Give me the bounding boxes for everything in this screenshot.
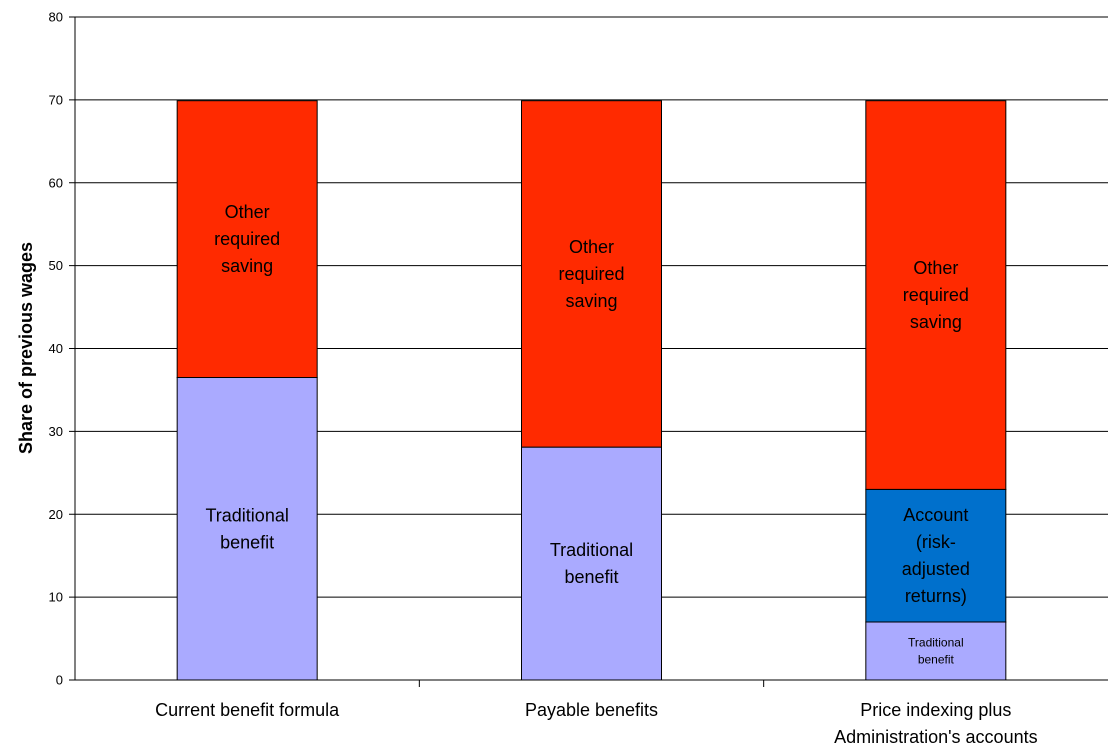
y-tick-label: 70 bbox=[49, 92, 63, 107]
segment-label-line: Traditional bbox=[550, 540, 633, 560]
segment-label-line: Other bbox=[225, 202, 270, 222]
segment-label-line: required bbox=[903, 285, 969, 305]
segment-label-line: required bbox=[558, 264, 624, 284]
bar-segment-traditional bbox=[865, 621, 1007, 681]
segment-label-line: saving bbox=[910, 312, 962, 332]
x-category-label: Price indexing plus Administration's acco… bbox=[834, 700, 1038, 747]
axes bbox=[74, 17, 1108, 687]
bar-segment-other bbox=[865, 100, 1007, 490]
y-tick-label: 10 bbox=[49, 590, 63, 605]
segment-label-line: benefit bbox=[564, 567, 618, 587]
y-tick-label: 60 bbox=[49, 175, 63, 190]
y-axis-label: Share of previous wages bbox=[16, 242, 36, 454]
segment-label: Traditional benefit bbox=[205, 505, 288, 552]
y-tick-label: 40 bbox=[49, 341, 63, 356]
x-axis-categories: Current benefit formula Payable benefits P… bbox=[155, 700, 1037, 747]
y-axis-ticks: 0 10 20 30 40 50 60 70 80 bbox=[49, 10, 75, 688]
segment-label-line: Other bbox=[913, 258, 958, 278]
x-category-label-line: Administration's accounts bbox=[834, 727, 1038, 747]
segment-label: Traditional benefit bbox=[908, 635, 964, 666]
bar-segment-other bbox=[521, 100, 662, 448]
x-category-label: Payable benefits bbox=[525, 700, 658, 720]
bar-segment-traditional bbox=[176, 377, 318, 681]
bar-segment-account bbox=[865, 488, 1007, 623]
segment-label: Account (risk-adjusted returns) bbox=[902, 505, 970, 606]
segment-label-line: adjusted bbox=[902, 559, 970, 579]
bar-segment-other bbox=[176, 100, 318, 379]
segment-label: Other required saving bbox=[214, 202, 280, 276]
segment-label-line: saving bbox=[221, 256, 273, 276]
y-tick-label: 20 bbox=[49, 507, 63, 522]
x-category-label-line: Payable benefits bbox=[525, 700, 658, 720]
segment-label-line: Traditional bbox=[908, 635, 964, 649]
segment-label-line: benefit bbox=[918, 652, 955, 666]
x-category-label: Current benefit formula bbox=[155, 700, 340, 720]
segment-label-line: saving bbox=[565, 291, 617, 311]
y-tick-label: 0 bbox=[56, 673, 63, 688]
segment-label: Traditional benefit bbox=[550, 540, 633, 587]
segment-label-line: (risk- bbox=[916, 532, 956, 552]
segment-label-line: required bbox=[214, 229, 280, 249]
segment-label: Other required saving bbox=[558, 237, 624, 311]
bar-segment-traditional bbox=[521, 446, 662, 681]
segment-label-line: Account bbox=[903, 505, 968, 525]
segment-label-line: returns) bbox=[905, 586, 967, 606]
x-category-label-line: Current benefit formula bbox=[155, 700, 340, 720]
segment-label-line: Other bbox=[569, 237, 614, 257]
segment-label: Other required saving bbox=[903, 258, 969, 332]
segment-label-line: Traditional bbox=[205, 505, 288, 525]
y-tick-label: 80 bbox=[49, 10, 63, 25]
segment-label-line: benefit bbox=[220, 532, 274, 552]
y-tick-label: 50 bbox=[49, 258, 63, 273]
x-category-label-line: Price indexing plus bbox=[860, 700, 1011, 720]
bars: Traditional benefit Other required saving Tra… bbox=[176, 100, 1007, 681]
y-tick-label: 30 bbox=[49, 424, 63, 439]
